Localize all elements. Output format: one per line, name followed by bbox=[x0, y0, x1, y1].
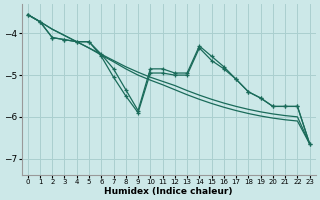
X-axis label: Humidex (Indice chaleur): Humidex (Indice chaleur) bbox=[104, 187, 233, 196]
